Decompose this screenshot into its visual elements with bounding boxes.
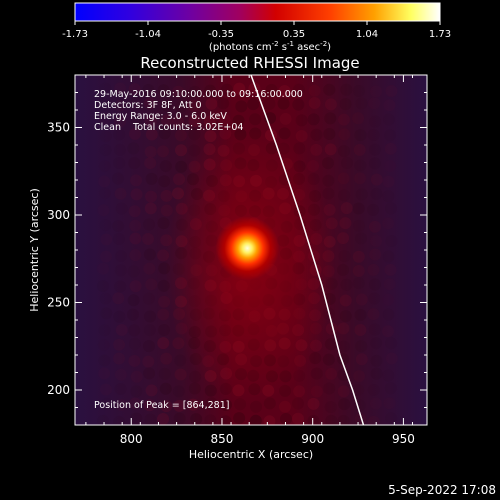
y-axis: 200 250 300 350 [47,74,427,408]
heatmap-image [75,75,427,425]
footer-timestamp: 5-Sep-2022 17:08 [388,483,496,497]
colorbar-tick-label: 1.04 [356,29,378,40]
y-tick-label: 250 [47,296,70,310]
y-tick-label: 350 [47,121,70,135]
x-tick-label: 800 [120,432,143,446]
colorbar-tick-label: -0.35 [208,29,234,40]
annotation-counts: Clean Total counts: 3.02E+04 [94,122,243,133]
annotation-time: 29-May-2016 09:10:00.000 to 09:16:00.000 [94,89,303,100]
x-axis-label: Heliocentric X (arcsec) [189,448,313,461]
peak-position-label: Position of Peak = [864,281] [94,400,229,411]
colorbar [74,2,441,22]
annotation-detectors: Detectors: 3F 8F, Att 0 [94,100,202,111]
annotation-energy: Energy Range: 3.0 - 6.0 keV [94,111,227,122]
colorbar-tick-label: -1.73 [62,29,88,40]
flare-peak [215,216,280,281]
y-tick-label: 300 [47,208,70,222]
x-tick-label: 850 [211,432,234,446]
colorbar-units: (photons cm-2 s-1 asec-2) [209,40,331,53]
colorbar-tick-label: 0.35 [283,29,305,40]
x-tick-label: 900 [301,432,324,446]
solar-limb-line [250,75,365,425]
x-tick-label: 950 [392,432,415,446]
colorbar-ticks: -1.73 -1.04 -0.35 0.35 1.04 1.73 [62,21,451,40]
x-axis: 800 850 900 950 [85,75,415,446]
y-axis-label: Heliocentric Y (arcsec) [28,188,41,312]
colorbar-tick-label: -1.04 [135,29,161,40]
colorbar-tick-label: 1.73 [429,29,451,40]
y-tick-label: 200 [47,383,70,397]
chart-title: Reconstructed RHESSI Image [140,54,359,72]
